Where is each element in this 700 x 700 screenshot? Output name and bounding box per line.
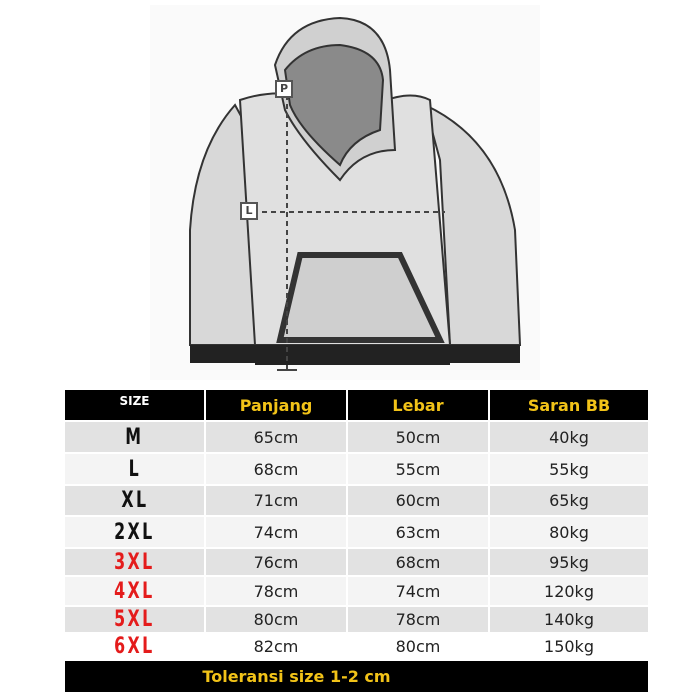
header-saran-bb: Saran BB xyxy=(490,390,648,420)
header-size: SIZE xyxy=(65,390,206,420)
size-cell-text: XL xyxy=(120,488,149,513)
hoodie-illustration xyxy=(189,16,522,371)
size-cell-text: 6XL xyxy=(114,634,155,659)
panjang-cell-text: 80cm xyxy=(253,610,299,629)
size-chart-table: SIZE Panjang Lebar Saran BB M 65cm 50cm 40k… xyxy=(65,390,648,692)
table-row: 6XL 82cm 80cm 150kg xyxy=(65,634,648,659)
saran-bb-cell-text: 55kg xyxy=(549,459,589,479)
lebar-cell-text: 50cm xyxy=(395,427,441,447)
size-cell: 5XL xyxy=(65,607,206,632)
panjang-cell-text: 71cm xyxy=(253,491,299,510)
saran-bb-cell-text: 95kg xyxy=(549,552,589,572)
size-cell: 3XL xyxy=(65,549,206,575)
lebar-cell-text: 78cm xyxy=(395,610,441,629)
size-cell-text: 2XL xyxy=(114,519,155,545)
lebar-cell: 55cm xyxy=(348,454,490,484)
lebar-cell-text: 74cm xyxy=(395,581,441,601)
saran-bb-cell-text: 65kg xyxy=(549,491,589,510)
size-cell-text: 3XL xyxy=(114,549,155,575)
panjang-cell: 71cm xyxy=(206,486,348,515)
saran-bb-cell-text: 120kg xyxy=(544,581,594,601)
tolerance-note: Toleransi size 1-2 cm xyxy=(65,661,648,692)
panjang-cell-text: 68cm xyxy=(253,459,299,479)
panjang-cell: 78cm xyxy=(206,577,348,605)
lebar-cell: 80cm xyxy=(348,634,490,659)
panjang-cell-text: 78cm xyxy=(253,581,299,601)
size-cell: L xyxy=(65,454,206,484)
saran-bb-cell-text: 140kg xyxy=(544,610,594,629)
lebar-cell-text: 55cm xyxy=(395,459,441,479)
size-cell: 2XL xyxy=(65,517,206,547)
lebar-cell-text: 63cm xyxy=(395,522,441,542)
panjang-cell: 65cm xyxy=(206,422,348,452)
lebar-cell-text: 68cm xyxy=(395,552,441,572)
size-cell-text: 5XL xyxy=(114,607,155,632)
table-header: SIZE Panjang Lebar Saran BB xyxy=(65,390,648,420)
lebar-cell: 68cm xyxy=(348,549,490,575)
table-row: 3XL 76cm 68cm 95kg xyxy=(65,549,648,575)
saran-bb-cell: 80kg xyxy=(490,517,648,547)
lebar-cell: 50cm xyxy=(348,422,490,452)
panjang-cell-text: 82cm xyxy=(253,637,299,656)
size-cell: M xyxy=(65,422,206,452)
lebar-cell-text: 80cm xyxy=(395,637,441,656)
size-cell: XL xyxy=(65,486,206,515)
width-marker: L xyxy=(240,202,258,220)
panjang-cell: 82cm xyxy=(206,634,348,659)
saran-bb-cell: 95kg xyxy=(490,549,648,575)
size-cell-text: 4XL xyxy=(114,578,155,604)
size-cell-text: M xyxy=(125,424,144,450)
panjang-cell: 80cm xyxy=(206,607,348,632)
saran-bb-cell: 55kg xyxy=(490,454,648,484)
table-row: 2XL 74cm 63cm 80kg xyxy=(65,517,648,547)
lebar-cell: 74cm xyxy=(348,577,490,605)
table-row: M 65cm 50cm 40kg xyxy=(65,422,648,452)
length-marker: P xyxy=(275,80,293,98)
saran-bb-cell: 65kg xyxy=(490,486,648,515)
size-cell: 4XL xyxy=(65,577,206,605)
lebar-cell: 78cm xyxy=(348,607,490,632)
lebar-cell: 60cm xyxy=(348,486,490,515)
saran-bb-cell-text: 40kg xyxy=(549,427,589,447)
table-row: XL 71cm 60cm 65kg xyxy=(65,486,648,515)
panjang-cell-text: 76cm xyxy=(253,552,299,572)
panjang-cell: 68cm xyxy=(206,454,348,484)
size-cell-text: L xyxy=(128,456,141,482)
lebar-cell-text: 60cm xyxy=(395,491,441,510)
saran-bb-cell-text: 150kg xyxy=(544,637,594,656)
header-lebar: Lebar xyxy=(348,390,490,420)
saran-bb-cell: 40kg xyxy=(490,422,648,452)
saran-bb-cell: 140kg xyxy=(490,607,648,632)
saran-bb-cell: 150kg xyxy=(490,634,648,659)
header-panjang: Panjang xyxy=(206,390,348,420)
table-row: 4XL 78cm 74cm 120kg xyxy=(65,577,648,605)
table-row: L 68cm 55cm 55kg xyxy=(65,454,648,484)
panjang-cell: 76cm xyxy=(206,549,348,575)
saran-bb-cell: 120kg xyxy=(490,577,648,605)
panjang-cell: 74cm xyxy=(206,517,348,547)
panjang-cell-text: 74cm xyxy=(253,522,299,542)
lebar-cell: 63cm xyxy=(348,517,490,547)
table-row: 5XL 80cm 78cm 140kg xyxy=(65,607,648,632)
panjang-cell-text: 65cm xyxy=(253,427,299,447)
size-cell: 6XL xyxy=(65,634,206,659)
saran-bb-cell-text: 80kg xyxy=(549,522,589,542)
